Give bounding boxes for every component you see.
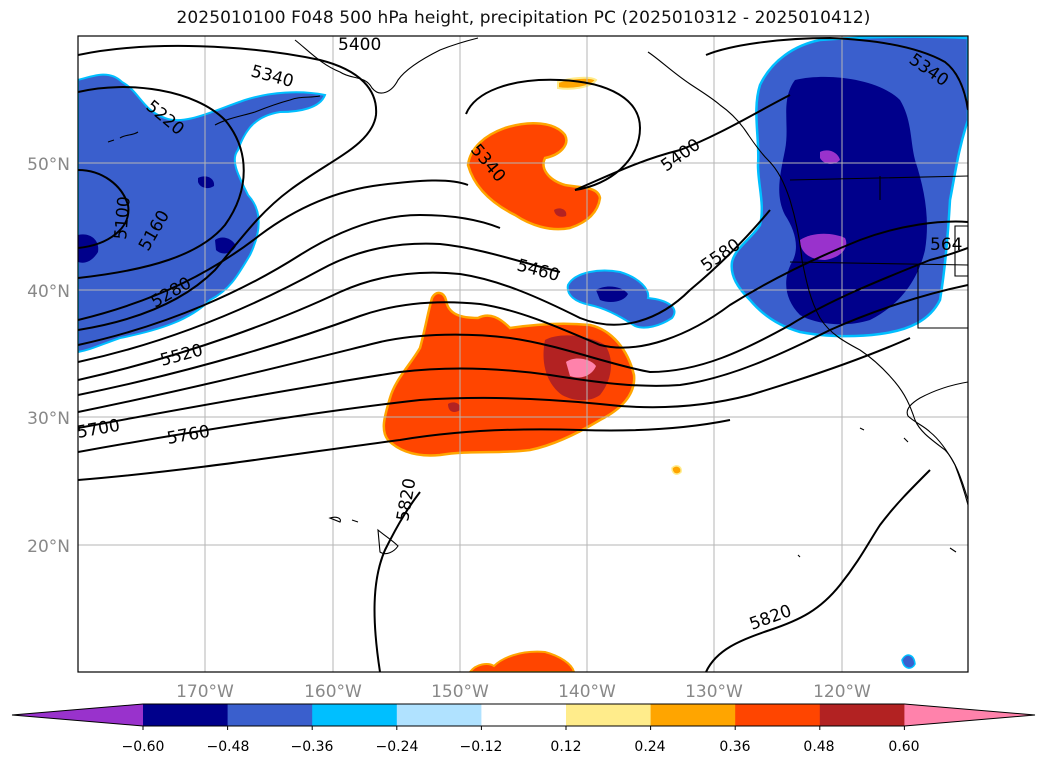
lat-label: 40°N: [27, 282, 70, 302]
colorbar-tick-label: 0.24: [634, 739, 665, 755]
contour-label: 564: [930, 235, 962, 255]
colorbar-tick-label: −0.12: [460, 739, 503, 755]
neg-anomaly-east-peak2: [820, 150, 840, 164]
colorbar-tick-label: −0.36: [291, 739, 334, 755]
neg-anomaly-west-core3: [78, 234, 99, 263]
colorbar-segment: [735, 704, 821, 726]
lon-label: 160°W: [304, 682, 362, 702]
pos-anomaly-south-spot: [448, 402, 461, 412]
lon-label: 130°W: [685, 682, 743, 702]
colorbar-segment: [312, 704, 398, 726]
pos-anomaly-bottom: [468, 650, 576, 672]
lat-label: 30°N: [27, 409, 70, 429]
colorbar-tick-label: −0.60: [122, 739, 165, 755]
lon-label: 170°W: [176, 682, 234, 702]
neg-anomaly-east-peak: [800, 233, 847, 260]
map-title: 2025010100 F048 500 hPa height, precipit…: [176, 8, 871, 28]
neg-anomaly-west-outer: [78, 73, 327, 354]
neg-anomaly-speck: [901, 654, 916, 669]
colorbar-segment: [650, 704, 736, 726]
neg-anomaly-east-core: [779, 76, 927, 325]
colorbar-segment: [396, 704, 482, 726]
lat-label: 50°N: [27, 155, 70, 175]
lat-labels: 50°N 40°N 30°N 20°N: [27, 155, 70, 557]
colorbar-extend-low: [12, 704, 143, 726]
colorbar-tick-label: −0.24: [376, 739, 419, 755]
colorbar: [11, 703, 1036, 730]
contour-label: 5400: [338, 35, 381, 55]
colorbar-segment: [227, 704, 313, 726]
colorbar-tick-label: 0.36: [719, 739, 750, 755]
lon-labels: 170°W 160°W 150°W 140°W 130°W 120°W: [176, 682, 871, 702]
colorbar-segment: [566, 704, 652, 726]
gridlines: [78, 36, 968, 672]
colorbar-extend-high: [904, 704, 1035, 726]
pos-anomaly-north-core: [554, 208, 567, 217]
lat-label: 20°N: [27, 537, 70, 557]
colorbar-tick-label: 0.48: [803, 739, 834, 755]
pos-anomaly-south-peak: [566, 358, 596, 378]
coastlines: [107, 37, 968, 558]
pos-anomaly-north: [466, 122, 602, 231]
lon-label: 140°W: [558, 682, 616, 702]
height-contours: [78, 36, 968, 672]
colorbar-tick-label: 0.60: [888, 739, 919, 755]
contour-label: 5100: [111, 196, 135, 241]
lon-label: 150°W: [431, 682, 489, 702]
colorbar-tick-label: −0.48: [207, 739, 250, 755]
neg-anomaly-west-core2: [198, 176, 215, 189]
pos-anomaly-speck: [671, 465, 682, 475]
lon-label: 120°W: [813, 682, 871, 702]
colorbar-segment: [819, 704, 905, 726]
map-border: [77, 35, 969, 673]
colorbar-segment: [143, 704, 229, 726]
colorbar-tick-label: 0.12: [550, 739, 581, 755]
colorbar-ticks: −0.60 −0.48 −0.36 −0.24 −0.12 0.12 0.24 …: [122, 739, 920, 755]
colorbar-segment: [481, 704, 567, 726]
